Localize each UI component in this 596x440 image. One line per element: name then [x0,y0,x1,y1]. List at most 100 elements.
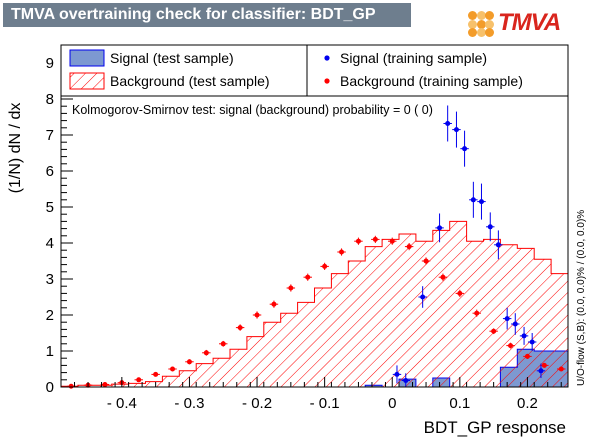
background-train-point-marker [491,328,497,334]
background-train-point [540,362,549,368]
background-train-point-marker [102,381,108,387]
background-train-point [455,289,465,297]
x-tick-label: - 0.2 [242,395,272,412]
background-train-point [219,340,228,347]
x-tick-label: - 0.4 [107,395,137,412]
background-train-point [286,284,296,292]
background-train-point [337,248,346,256]
background-train-point-marker [389,238,395,244]
legend-label-background-test: Background (test sample) [110,73,270,89]
signal-train-point [536,363,546,378]
background-train-point-marker [305,274,311,280]
background-train-point [523,353,532,359]
legend-frame-right [306,44,569,97]
background-train-point [472,309,481,317]
logo-text: TMVA [498,9,561,36]
background-train-point-marker [440,274,446,280]
signal-train-point [519,326,529,345]
y-tick-label: 2 [46,307,54,324]
background-train-point-marker [423,258,429,264]
signal-train-point-marker [512,321,518,327]
background-train-point [404,243,414,251]
background-train-point [202,349,211,356]
signal-train-point [469,181,478,218]
background-train-point-marker [508,343,514,349]
background-train-point-marker [203,350,209,356]
legend: Signal (test sample) Background (test sa… [60,44,569,97]
y-axis-label: (1/N) dN / dx [7,103,24,194]
signal-train-point-marker [420,294,426,300]
signal-train-point-marker [445,120,451,126]
signal-train-point [494,230,503,260]
y-tick-label: 4 [46,235,54,252]
signal-train-point [401,373,410,387]
y-tick-label: 8 [46,91,54,108]
x-tick-label: - 0.3 [174,395,204,412]
background-train-point [151,371,160,377]
signal-training-points [392,105,546,387]
signal-train-point-marker [487,224,493,230]
background-train-point-marker [254,312,260,318]
background-train-point-marker [372,236,378,242]
ks-test-text: Kolmogorov-Smirnov test: signal (backgro… [72,103,433,117]
background-train-point-marker [541,362,547,368]
x-tick-label: 0.1 [449,395,470,412]
background-train-point-marker [457,290,463,296]
signal-train-point [392,365,402,384]
background-train-point-marker [322,263,328,269]
background-train-point-marker [271,301,277,307]
signal-train-point-marker [403,378,409,384]
chart-title: TMVA overtraining check for classifier: … [3,3,411,27]
background-train-point-marker [558,366,564,372]
background-train-point-marker [68,383,74,389]
background-train-point-marker [288,285,294,291]
signal-train-point [435,213,444,243]
background-train-point-marker [136,377,142,383]
background-train-point [557,366,566,372]
legend-swatch-background-test [69,72,105,90]
y-tick-label: 6 [46,163,54,180]
background-train-point-marker [153,371,159,377]
x-axis-ticks: - 0.4 - 0.3 - 0.2 - 0.1 0 0.1 0.2 [60,377,562,412]
signal-train-point [477,183,486,220]
background-train-point [235,324,245,331]
y-tick-label: 0 [46,379,54,396]
background-train-point-marker [355,238,361,244]
background-train-point [421,257,431,265]
x-tick-label: 0.2 [517,395,538,412]
legend-marker-signal-train [324,55,330,61]
x-axis-label: BDT_GP response [424,418,566,437]
background-train-point [252,311,262,319]
background-train-point-marker [186,359,192,365]
logo-dots-icon [468,11,494,37]
y-tick-label: 9 [46,55,54,72]
background-train-point [388,237,397,245]
signal-train-point-marker [478,199,484,205]
signal-train-point-marker [437,225,443,231]
signal-train-point-marker [538,368,544,374]
legend-label-signal-train: Signal (training sample) [340,50,487,66]
background-train-point-marker [406,244,412,250]
background-train-point [303,273,312,281]
signal-train-point [443,105,452,142]
tmva-logo: TMVA [468,7,588,39]
signal-train-point-marker [495,242,501,248]
legend-swatch-signal-test [69,49,105,67]
background-train-point [100,381,110,387]
background-train-point [134,377,143,383]
signal-train-point-marker [462,146,468,152]
signal-train-point [460,130,469,167]
background-train-point-marker [524,353,530,359]
background-train-point [354,237,363,245]
background-train-point-marker [474,310,480,316]
y-axis-ticks: 0 1 2 3 4 5 6 7 8 9 [46,48,73,396]
signal-train-point-marker [470,197,476,203]
y-tick-label: 3 [46,271,54,288]
background-train-point [320,262,329,270]
signal-train-point-marker [394,371,400,377]
y-tick-label: 7 [46,127,54,144]
background-training-points [66,235,566,389]
signal-train-point [527,333,537,351]
signal-train-point [452,111,461,148]
